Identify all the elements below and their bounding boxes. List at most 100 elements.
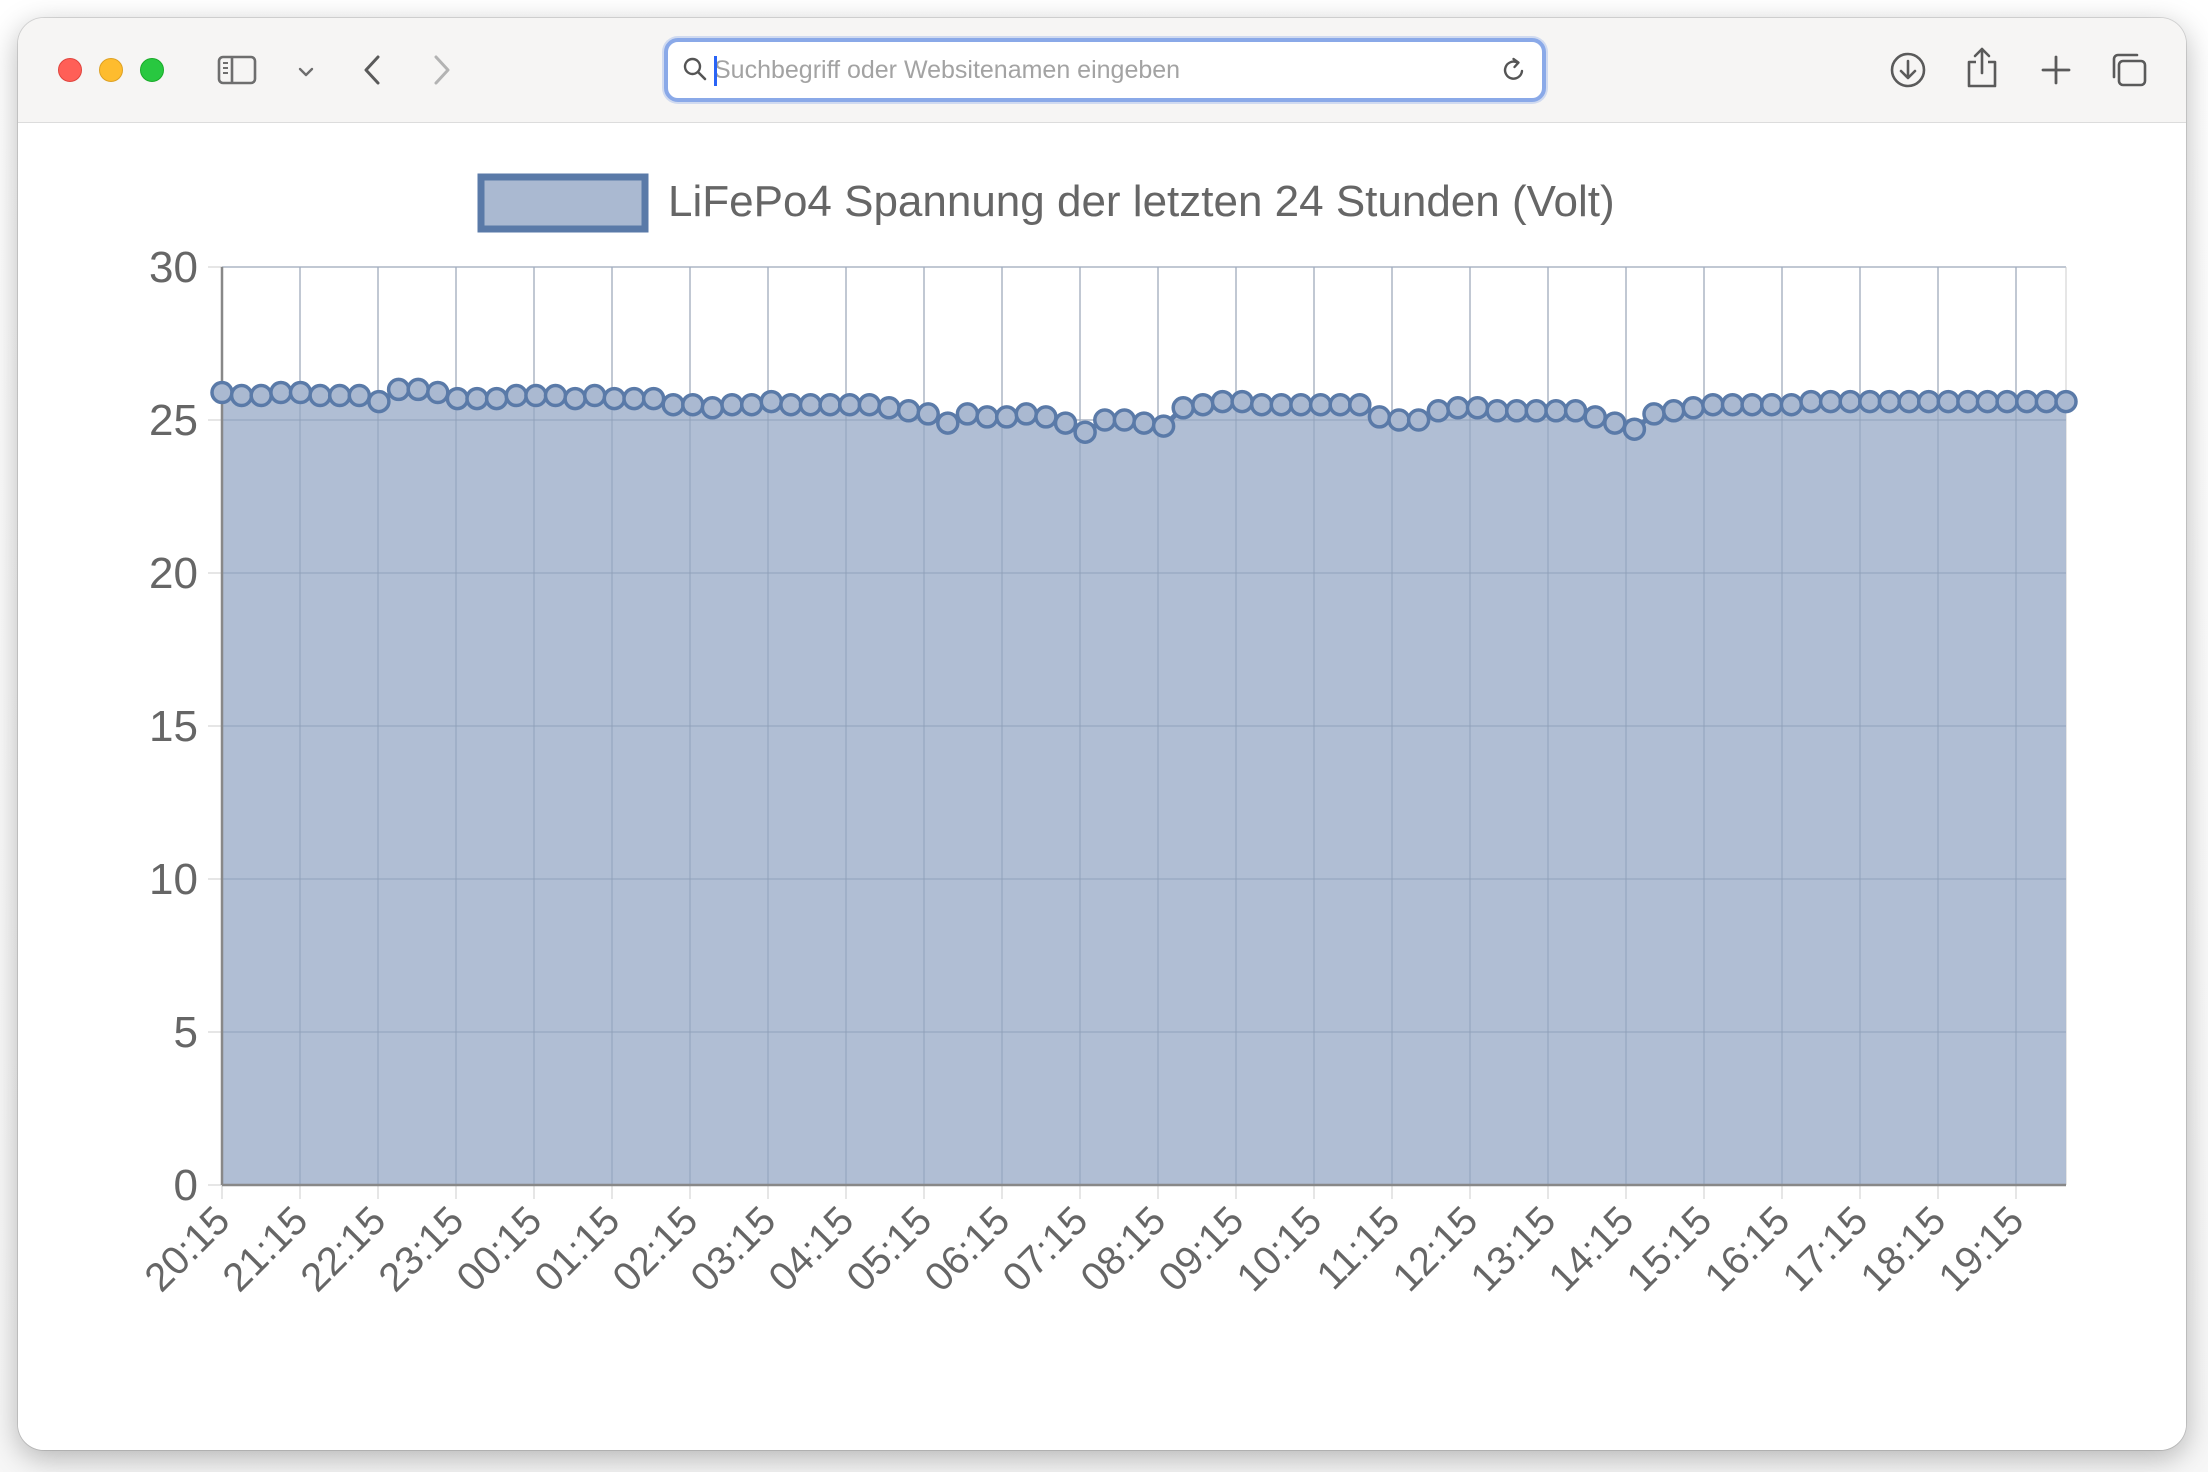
- data-point[interactable]: [1642, 402, 1666, 426]
- data-point[interactable]: [2015, 389, 2039, 414]
- data-point[interactable]: [1112, 408, 1137, 432]
- data-point[interactable]: [779, 392, 803, 417]
- data-point[interactable]: [406, 377, 430, 402]
- data-point[interactable]: [641, 386, 666, 411]
- legend-label[interactable]: LiFePo4 Spannung der letzten 24 Stunden …: [668, 177, 1615, 226]
- data-point[interactable]: [1563, 399, 1588, 423]
- tab-overview-button[interactable]: [2106, 48, 2152, 92]
- data-point[interactable]: [504, 383, 529, 408]
- data-point[interactable]: [1034, 405, 1058, 429]
- data-point[interactable]: [1289, 392, 1313, 417]
- data-point[interactable]: [1701, 392, 1725, 417]
- data-point[interactable]: [1367, 405, 1392, 429]
- address-input[interactable]: [714, 50, 1474, 90]
- data-point[interactable]: [1465, 396, 1490, 420]
- data-point[interactable]: [1897, 389, 1921, 414]
- data-point[interactable]: [1073, 420, 1097, 444]
- data-point[interactable]: [1622, 417, 1647, 441]
- data-point[interactable]: [1426, 399, 1451, 423]
- legend-swatch[interactable]: [477, 173, 649, 233]
- data-point[interactable]: [1269, 392, 1294, 417]
- data-point[interactable]: [720, 392, 744, 417]
- data-point[interactable]: [1858, 389, 1882, 414]
- reload-icon[interactable]: [1500, 56, 1528, 84]
- data-point[interactable]: [1485, 399, 1509, 423]
- data-point[interactable]: [700, 396, 725, 420]
- data-point[interactable]: [1975, 389, 2000, 414]
- tab-group-menu-button[interactable]: [288, 60, 324, 84]
- data-point[interactable]: [308, 383, 332, 408]
- data-point[interactable]: [1132, 411, 1156, 435]
- data-point[interactable]: [327, 383, 352, 408]
- data-point[interactable]: [1759, 392, 1784, 417]
- data-point[interactable]: [582, 383, 607, 408]
- data-point[interactable]: [739, 392, 764, 417]
- data-point[interactable]: [1779, 392, 1804, 417]
- window-zoom-button[interactable]: [140, 58, 164, 82]
- data-point[interactable]: [602, 386, 627, 411]
- data-point[interactable]: [1838, 389, 1862, 414]
- data-point[interactable]: [818, 392, 842, 417]
- data-point[interactable]: [681, 392, 705, 417]
- data-point[interactable]: [1583, 405, 1607, 429]
- data-point[interactable]: [1799, 389, 1823, 414]
- data-point[interactable]: [1308, 392, 1333, 417]
- share-button[interactable]: [1960, 42, 2004, 94]
- data-point[interactable]: [622, 386, 646, 411]
- data-point[interactable]: [2034, 389, 2059, 414]
- data-point[interactable]: [1916, 389, 1941, 414]
- data-point[interactable]: [1995, 389, 2019, 414]
- data-point[interactable]: [445, 386, 470, 411]
- data-point[interactable]: [994, 405, 1019, 429]
- data-point[interactable]: [1348, 392, 1372, 417]
- data-point[interactable]: [347, 383, 372, 408]
- data-point[interactable]: [1151, 414, 1176, 438]
- data-point[interactable]: [1936, 389, 1961, 414]
- data-point[interactable]: [367, 389, 391, 414]
- data-point[interactable]: [386, 377, 411, 402]
- data-point[interactable]: [1406, 408, 1431, 432]
- back-button[interactable]: [352, 48, 392, 92]
- sidebar-toggle-button[interactable]: [212, 50, 262, 90]
- data-point[interactable]: [1387, 408, 1411, 432]
- data-point[interactable]: [210, 380, 234, 405]
- data-point[interactable]: [2054, 389, 2078, 414]
- data-point[interactable]: [857, 392, 882, 417]
- data-point[interactable]: [916, 402, 940, 426]
- data-point[interactable]: [1524, 399, 1549, 423]
- data-point[interactable]: [1093, 408, 1117, 432]
- data-point[interactable]: [1603, 411, 1627, 435]
- data-point[interactable]: [1877, 389, 1902, 414]
- data-point[interactable]: [1446, 396, 1470, 420]
- data-point[interactable]: [1956, 389, 1980, 414]
- data-point[interactable]: [1053, 411, 1078, 435]
- data-point[interactable]: [1504, 399, 1529, 423]
- data-point[interactable]: [759, 389, 784, 414]
- data-point[interactable]: [1171, 396, 1195, 420]
- data-point[interactable]: [1210, 389, 1235, 414]
- data-point[interactable]: [1681, 396, 1706, 420]
- data-point[interactable]: [1740, 392, 1764, 417]
- data-point[interactable]: [249, 383, 273, 408]
- data-point[interactable]: [877, 396, 901, 420]
- data-point[interactable]: [1014, 402, 1039, 426]
- data-point[interactable]: [936, 411, 960, 435]
- data-point[interactable]: [484, 386, 509, 411]
- address-bar[interactable]: [664, 38, 1546, 102]
- data-point[interactable]: [465, 386, 489, 411]
- data-point[interactable]: [1544, 399, 1568, 423]
- data-point[interactable]: [955, 402, 980, 426]
- data-point[interactable]: [837, 392, 862, 417]
- data-point[interactable]: [1720, 392, 1745, 417]
- data-point[interactable]: [563, 386, 587, 411]
- data-point[interactable]: [1191, 392, 1215, 417]
- data-point[interactable]: [896, 399, 921, 423]
- data-point[interactable]: [1818, 389, 1843, 414]
- new-tab-button[interactable]: [2034, 48, 2078, 92]
- data-point[interactable]: [1249, 392, 1274, 417]
- forward-button[interactable]: [422, 48, 462, 92]
- data-point[interactable]: [543, 383, 568, 408]
- chart-legend[interactable]: LiFePo4 Spannung der letzten 24 Stunden …: [477, 173, 1615, 233]
- data-point[interactable]: [426, 380, 450, 405]
- data-point[interactable]: [288, 380, 313, 405]
